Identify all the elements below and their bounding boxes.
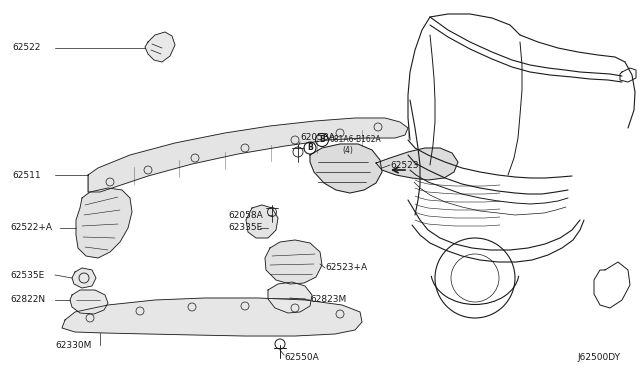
Text: 62550A: 62550A xyxy=(284,353,319,362)
Text: 62058A: 62058A xyxy=(300,134,335,142)
Polygon shape xyxy=(376,148,458,180)
Polygon shape xyxy=(145,32,175,62)
Polygon shape xyxy=(72,268,96,288)
Text: 62535E: 62535E xyxy=(10,270,44,279)
Polygon shape xyxy=(310,144,382,193)
Polygon shape xyxy=(76,188,132,258)
Text: 62058A: 62058A xyxy=(228,211,263,219)
Text: 081A6-B162A: 081A6-B162A xyxy=(330,135,381,144)
Text: B: B xyxy=(319,135,325,144)
Text: 62511: 62511 xyxy=(12,170,40,180)
Polygon shape xyxy=(88,118,408,192)
Text: 62522+A: 62522+A xyxy=(10,224,52,232)
Polygon shape xyxy=(246,205,278,238)
Text: 62523: 62523 xyxy=(390,160,419,170)
Text: 62523+A: 62523+A xyxy=(325,263,367,273)
Text: 62822N: 62822N xyxy=(10,295,45,305)
Text: 62522: 62522 xyxy=(12,44,40,52)
Text: B: B xyxy=(307,144,313,153)
Text: 62330M: 62330M xyxy=(55,340,92,350)
Text: J62500DY: J62500DY xyxy=(577,353,620,362)
Polygon shape xyxy=(268,282,312,313)
Polygon shape xyxy=(70,290,108,314)
Text: (4): (4) xyxy=(342,145,353,154)
Polygon shape xyxy=(62,298,362,336)
Text: 62335E: 62335E xyxy=(228,224,262,232)
Text: 62823M: 62823M xyxy=(310,295,346,305)
Polygon shape xyxy=(265,240,322,284)
